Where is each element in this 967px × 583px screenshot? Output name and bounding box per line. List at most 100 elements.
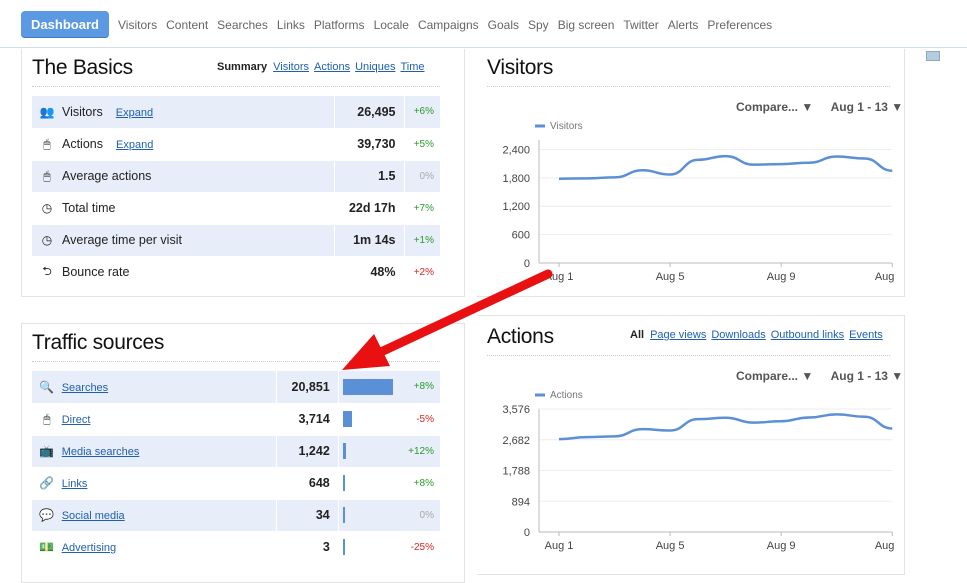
table-row: 💵 Advertising 3 -25% — [32, 531, 440, 564]
row-label: Average time per visit — [62, 233, 182, 247]
date-range-dropdown[interactable]: Aug 1 - 13 ▼ — [830, 369, 904, 383]
basics-tab-time[interactable]: Time — [400, 61, 425, 73]
red-arrow-annotation — [342, 269, 553, 370]
traffic-table: 🔍 Searches 20,851 +8% 🖱 Direct 3,714 -5% 📺 Media … — [32, 371, 440, 564]
basics-tab-visitors[interactable]: Visitors — [273, 61, 310, 73]
divider — [32, 86, 440, 87]
nav-item-preferences[interactable]: Preferences — [707, 18, 773, 32]
collapse-icon[interactable] — [926, 51, 940, 61]
table-row: 💬 Social media 34 0% — [32, 499, 440, 532]
table-row: ⮌ Bounce rate 48% +2% — [32, 256, 440, 289]
row-label-cell: Media searches — [61, 435, 277, 468]
tab-dashboard[interactable]: Dashboard — [21, 11, 109, 38]
y-tick-label: 1,800 — [502, 173, 530, 185]
mouse-icon: 🖱 — [32, 403, 62, 436]
nav-item-big-screen[interactable]: Big screen — [557, 18, 615, 32]
x-tick-label: Aug 9 — [767, 271, 796, 283]
expand-link[interactable]: Expand — [116, 139, 154, 151]
visitors-panel — [477, 49, 905, 297]
nav-item-searches[interactable]: Searches — [217, 18, 268, 32]
filter-all[interactable]: All — [630, 329, 645, 341]
nav-item-platforms[interactable]: Platforms — [313, 18, 365, 32]
row-label-cell: Advertising — [61, 531, 277, 564]
x-tick-label: Aug 5 — [656, 271, 685, 283]
filter-outbound-links[interactable]: Outbound links — [770, 329, 845, 341]
y-tick-label: 0 — [524, 258, 530, 270]
row-value: 648 — [276, 467, 339, 500]
compare-dropdown[interactable]: Compare... ▼ — [736, 369, 814, 383]
traffic-source-link[interactable]: Social media — [61, 510, 125, 522]
date-range-dropdown[interactable]: Aug 1 - 13 ▼ — [830, 100, 904, 114]
traffic-source-link[interactable]: Advertising — [61, 542, 117, 554]
row-bar-cell — [338, 371, 399, 404]
nav-item-campaigns[interactable]: Campaigns — [417, 18, 479, 32]
row-value: 48% — [333, 256, 405, 289]
y-tick-label: 2,682 — [502, 435, 530, 447]
table-row: ◷ Total time 22d 17h +7% — [32, 192, 440, 225]
nav-item-twitter[interactable]: Twitter — [623, 18, 659, 32]
money-icon: 💵 — [32, 531, 62, 564]
compare-dropdown[interactable]: Compare... ▼ — [736, 100, 814, 114]
basics-table: 👥 Visitors Expand 26,495 +6% 🖱 Actions Expand 39… — [32, 96, 440, 289]
actions-chart: 0 894 1,788 2,682 3,576 Aug 1 Aug 5 Aug 9 Aug 13… — [502, 390, 897, 552]
traffic-source-link[interactable]: Media searches — [61, 446, 140, 458]
row-value: 26,495 — [333, 96, 405, 129]
share-bar — [342, 539, 345, 555]
x-tick-label: Aug 5 — [656, 540, 685, 552]
divider — [487, 86, 890, 87]
expand-link[interactable]: Expand — [115, 106, 154, 119]
legend-label: Visitors — [550, 121, 583, 132]
basics-tabs: Summary Visitors Actions Uniques Time — [217, 61, 430, 73]
basics-panel — [21, 49, 465, 297]
row-label-cell: Average actions — [62, 160, 334, 193]
row-change: +5% — [404, 128, 440, 161]
social-icon: 💬 — [32, 499, 62, 532]
basics-tab-actions[interactable]: Actions — [314, 61, 351, 73]
basics-tab-summary[interactable]: Summary — [217, 61, 268, 73]
row-value: 1.5 — [333, 160, 405, 193]
traffic-source-link[interactable]: Direct — [61, 414, 91, 426]
row-change: +12% — [398, 435, 440, 468]
search-icon: 🔍 — [32, 371, 62, 404]
share-bar — [342, 378, 393, 395]
actions-chart-controls: Compare... ▼ Aug 1 - 13 ▼ — [722, 369, 903, 383]
table-row: 🔍 Searches 20,851 +8% — [32, 371, 440, 404]
share-bar — [342, 507, 345, 523]
y-tick-label: 1,200 — [502, 201, 530, 213]
traffic-title: Traffic sources — [32, 331, 165, 354]
filter-events[interactable]: Events — [849, 329, 883, 341]
y-tick-label: 2,400 — [502, 144, 530, 156]
nav-item-content[interactable]: Content — [166, 18, 209, 32]
row-value: 3 — [276, 531, 339, 564]
row-value: 20,851 — [276, 371, 339, 404]
row-change: 0% — [398, 499, 440, 532]
row-change: +7% — [404, 192, 440, 225]
row-label: Actions — [62, 137, 103, 151]
row-label-cell: Links — [61, 467, 277, 500]
filter-downloads[interactable]: Downloads — [711, 329, 766, 341]
row-label: Average actions — [62, 169, 152, 183]
row-value: 34 — [276, 499, 339, 532]
nav-item-visitors[interactable]: Visitors — [118, 18, 158, 32]
share-bar — [342, 443, 346, 459]
y-tick-label: 894 — [512, 496, 530, 508]
nav-item-alerts[interactable]: Alerts — [667, 18, 699, 32]
nav-item-spy[interactable]: Spy — [528, 18, 549, 32]
row-label-cell: Average time per visit — [62, 224, 334, 257]
row-bar-cell — [338, 499, 399, 532]
nav-item-links[interactable]: Links — [276, 18, 305, 32]
series-line — [558, 154, 893, 181]
actions-filters: All Page views Downloads Outbound links Even… — [630, 329, 888, 341]
bounce-icon: ⮌ — [32, 256, 62, 289]
row-label-cell: Total time — [62, 192, 334, 225]
row-change: +8% — [398, 467, 440, 500]
basics-tab-uniques[interactable]: Uniques — [355, 61, 396, 73]
traffic-source-link[interactable]: Searches — [61, 381, 109, 394]
row-bar-cell — [338, 531, 399, 564]
traffic-source-link[interactable]: Links — [61, 478, 88, 490]
nav-item-locale[interactable]: Locale — [373, 18, 409, 32]
nav-item-goals[interactable]: Goals — [487, 18, 519, 32]
filter-page-views[interactable]: Page views — [650, 329, 707, 341]
row-label-cell: Searches — [61, 371, 277, 404]
x-tick-label: Aug 13 — [875, 540, 897, 552]
